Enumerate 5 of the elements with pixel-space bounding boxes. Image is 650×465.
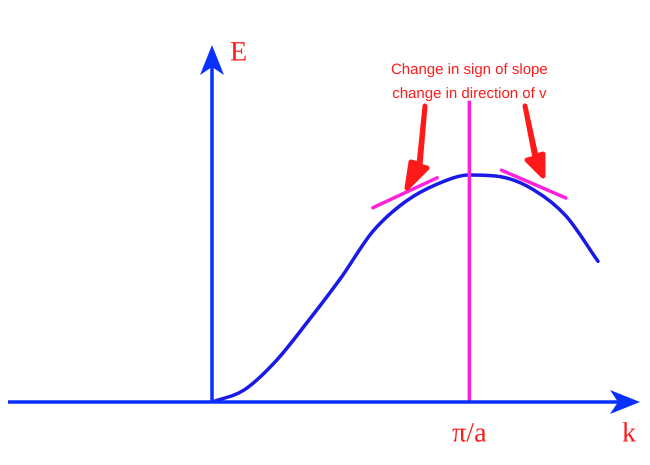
text: Change in sign of slope	[390, 61, 548, 78]
x-axis-title: k	[622, 417, 636, 448]
text: change in direction of v	[392, 85, 547, 102]
y-axis-title: E	[230, 36, 248, 68]
text: π/a	[452, 417, 488, 448]
